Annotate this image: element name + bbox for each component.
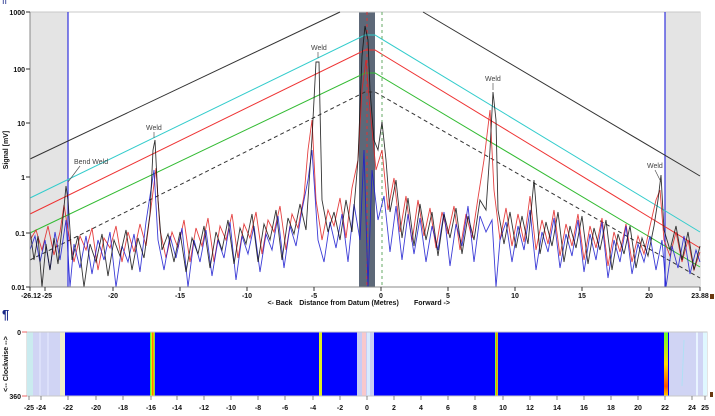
heatmap-x-tick: 6	[446, 405, 450, 412]
axis-back-label: <- Back	[267, 300, 292, 307]
heatmap-x-tick: 14	[553, 405, 561, 412]
heatmap-y-tick: 360	[9, 394, 21, 401]
heatmap-y-label: <-- Clockwise -->	[3, 336, 10, 392]
heatmap-x-tick: 10	[499, 405, 507, 412]
heatmap-x-tick: 8	[473, 405, 477, 412]
heatmap-x-tick: 0	[365, 405, 369, 412]
heatmap-x-tick: -10	[226, 405, 236, 412]
signal-chart: 1000 100 10 1 0.1 0.01 Signal [mV] -26.1…	[3, 10, 709, 307]
heatmap-x-tick: 20	[634, 405, 642, 412]
heatmap-x-tick: 4	[419, 405, 423, 412]
y-axis-label: Signal [mV]	[3, 131, 10, 170]
x-axis-title: Distance from Datum (Metres)	[299, 300, 399, 307]
x-tick-label: 10	[511, 293, 519, 300]
dac-black	[29, 11, 341, 160]
x-tick-label: -26.12	[21, 293, 41, 300]
heatmap-x-tick: -18	[118, 405, 128, 412]
weld-marker-label: Weld	[146, 125, 162, 132]
heatmap-x-tick: -24	[36, 405, 46, 412]
hot-band	[664, 332, 668, 396]
x-tick-label: 23.88	[691, 293, 709, 300]
hot-band	[495, 332, 498, 396]
signal-red	[29, 59, 701, 272]
x-tick-label: -20	[108, 293, 118, 300]
x-tick-label: -10	[242, 293, 252, 300]
x-tick-label: 20	[645, 293, 653, 300]
dac-cyan	[29, 34, 701, 233]
heatmap-x-tick: -25	[24, 405, 34, 412]
pilcrow-mark: ¶	[2, 307, 10, 322]
right-edge-marker-bottom	[710, 392, 713, 397]
y-tick-label: 0.01	[11, 285, 25, 292]
y-tick-label: 10	[17, 121, 25, 128]
heatmap-y-tick: 0	[17, 330, 21, 337]
heatmap-x-tick: 2	[392, 405, 396, 412]
x-tick-label: 5	[446, 293, 450, 300]
x-tick-label: -15	[175, 293, 185, 300]
heatmap-x-tick: -4	[310, 405, 316, 412]
heatmap-x-tick: -16	[146, 405, 156, 412]
weld-annotations: Bend Weld Weld Weld Weld Weld	[67, 45, 663, 183]
x-tick-label: 0	[379, 293, 383, 300]
heatmap-x-ticks: -25 -24 -22 -20 -18 -16 -14 -12 -10 -8 -…	[24, 405, 709, 412]
y-tick-label: 1	[21, 175, 25, 182]
heatmap-x-tick: -20	[91, 405, 101, 412]
heatmap-x-tick: -14	[172, 405, 182, 412]
heatmap-x-tick: 22	[661, 405, 669, 412]
heatmap-x-tick: -12	[199, 405, 209, 412]
heatmap-x-tick: -6	[282, 405, 288, 412]
heatmap-x-tick: 16	[580, 405, 588, 412]
x-tick-label: -5	[311, 293, 317, 300]
axis-forward-label: Forward ->	[414, 300, 450, 307]
dac-green	[29, 72, 701, 268]
dac-red	[29, 49, 701, 249]
x-tick-label: -25	[42, 293, 52, 300]
y-tick-label: 100	[13, 67, 25, 74]
x-ticks: -26.12 -25 -20 -15 -10 -5 0 5 10 15 20 2…	[21, 287, 709, 300]
heatmap-x-tick: 24	[688, 405, 696, 412]
heatmap-x-tick: -22	[63, 405, 73, 412]
dead-zone-right	[665, 12, 700, 287]
signal-black	[29, 25, 701, 288]
weld-marker-label: Bend Weld	[74, 159, 108, 166]
hot-band	[150, 332, 155, 396]
heatmap-dead-zone-right	[669, 332, 707, 396]
heatmap-x-tick: 25	[701, 405, 709, 412]
heatmap-x-tick: -8	[255, 405, 261, 412]
clockwise-heatmap: 0 360 <-- Clockwise --> -25 -24 -22 -20 …	[3, 330, 709, 412]
y-tick-label: 1000	[9, 10, 25, 17]
x-tick-label: 15	[578, 293, 586, 300]
weld-marker-label: Weld	[485, 76, 501, 83]
y-ticks: 1000 100 10 1 0.1 0.01	[9, 10, 30, 292]
heatmap-x-tick: 12	[526, 405, 534, 412]
top-left-marker: ıı	[2, 0, 8, 6]
heatmap-x-tick: -2	[337, 405, 343, 412]
weld-marker-label: Weld	[311, 45, 327, 52]
heatmap-dead-zone-left	[27, 332, 65, 396]
hot-band	[319, 332, 322, 396]
y-tick-label: 0.1	[15, 231, 25, 238]
right-edge-marker	[710, 294, 714, 299]
weld-marker-label: Weld	[647, 163, 663, 170]
heatmap-x-tick: 18	[607, 405, 615, 412]
